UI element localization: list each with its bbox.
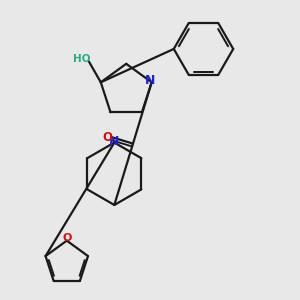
Text: N: N (109, 135, 119, 148)
Text: O: O (62, 233, 71, 243)
Text: O: O (103, 131, 113, 144)
Text: N: N (145, 74, 155, 87)
Text: HO: HO (73, 53, 90, 64)
